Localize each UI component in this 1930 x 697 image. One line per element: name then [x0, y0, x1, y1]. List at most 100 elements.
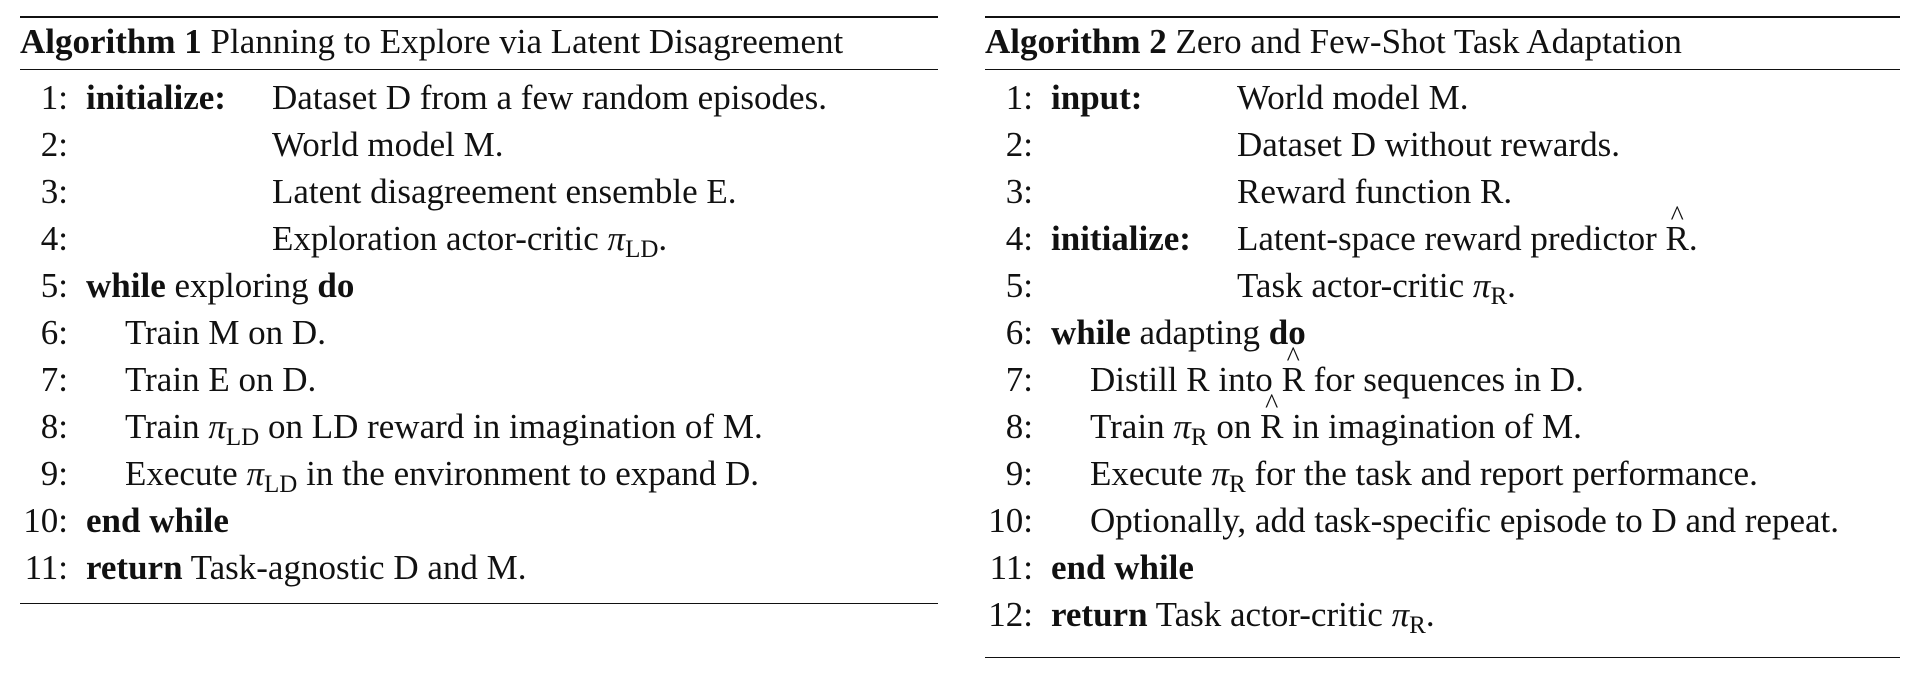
line-text: Train E on D.	[125, 360, 317, 399]
line-number: 5:	[40, 266, 68, 305]
algorithm-2-line: 9: Execute πR for the task and report pe…	[985, 452, 1900, 499]
text-segment: Latent-space reward predictor	[1237, 219, 1666, 258]
text-segment: on LD reward in imagination of M.	[259, 407, 763, 446]
line-number: 8:	[1005, 407, 1033, 446]
line-number: 9:	[1005, 454, 1033, 493]
line-text: World model M.	[1237, 78, 1469, 117]
algorithm-1-line: 5: while exploring do	[20, 264, 938, 311]
line-number: 6:	[1005, 313, 1033, 352]
line-text: Train πR on R in imagination of M.	[1090, 405, 1582, 453]
algorithm-1-block: Algorithm 1 Planning to Explore via Late…	[20, 16, 938, 604]
line-text: Reward function R.	[1237, 172, 1513, 211]
text-segment: for the task and report performance.	[1245, 454, 1758, 493]
line-number: 10:	[23, 501, 68, 540]
algorithm-2-title: Algorithm 2 Zero and Few-Shot Task Adapt…	[985, 18, 1900, 70]
line-text: Train M on D.	[125, 313, 326, 352]
text-segment: .	[1425, 595, 1435, 634]
algorithm-1-line: 6: Train M on D.	[20, 311, 938, 358]
algorithm-2-line: 12: return Task actor-critic πR.	[985, 593, 1900, 640]
text-segment: Task actor-critic	[1237, 266, 1473, 305]
text-segment: Execute	[1090, 454, 1212, 493]
keyword-initialize: initialize:	[86, 78, 226, 117]
text-segment: Train	[125, 407, 209, 446]
subscript: LD	[225, 424, 260, 451]
line-text: return Task actor-critic πR.	[1051, 593, 1435, 641]
line-number: 1:	[40, 78, 68, 117]
algorithm-2-block: Algorithm 2 Zero and Few-Shot Task Adapt…	[985, 16, 1900, 658]
line-number: 5:	[1005, 266, 1033, 305]
line-number: 1:	[1005, 78, 1033, 117]
text-segment: Distill R into	[1090, 360, 1282, 399]
line-number: 7:	[40, 360, 68, 399]
subscript: R	[1229, 471, 1246, 498]
algorithm-1-line: 3: Latent disagreement ensemble E.	[20, 170, 938, 217]
line-text: Train πLD on LD reward in imagination of…	[125, 405, 763, 453]
algorithm-2-line: 6: while adapting do	[985, 311, 1900, 358]
line-text: Execute πR for the task and report perfo…	[1090, 452, 1758, 500]
text-segment: on	[1207, 407, 1261, 446]
line-text: Task actor-critic πR.	[1237, 264, 1516, 312]
line-text: Latent disagreement ensemble E.	[272, 172, 737, 211]
pi-symbol: π	[1173, 407, 1191, 446]
text-segment: Exploration actor-critic	[272, 219, 608, 258]
pi-symbol: π	[1211, 454, 1230, 493]
algorithm-1-label: Algorithm 1	[20, 22, 202, 61]
text-segment: .	[1507, 266, 1516, 305]
subscript: R	[1490, 283, 1508, 310]
keyword-return: return	[86, 548, 183, 587]
line-number: 3:	[40, 172, 68, 211]
algorithm-2-line: 5: Task actor-critic πR.	[985, 264, 1900, 311]
algorithm-1-title-text: Planning to Explore via Latent Disagreem…	[210, 22, 844, 61]
text-segment: adapting	[1130, 313, 1269, 352]
subscript: R	[1409, 612, 1426, 639]
algorithm-1-lines: 1: initialize: Dataset D from a few rand…	[20, 70, 938, 593]
pi-symbol: π	[1472, 266, 1491, 305]
line-number: 8:	[40, 407, 68, 446]
line-text: while exploring do	[86, 264, 354, 308]
algorithm-2-line: 10: Optionally, add task-specific episod…	[985, 499, 1900, 546]
line-text: Latent-space reward predictor R.	[1237, 217, 1698, 261]
keyword-initialize: initialize:	[1051, 219, 1191, 258]
r-hat-symbol: R	[1260, 405, 1283, 449]
algorithm-1-title: Algorithm 1 Planning to Explore via Late…	[20, 18, 938, 70]
text-segment: Task-agnostic D and M.	[182, 548, 527, 587]
pi-symbol: π	[208, 407, 226, 446]
algorithm-2-line: 1: input: World model M.	[985, 76, 1900, 123]
pi-symbol: π	[246, 454, 265, 493]
keyword-return: return	[1051, 595, 1148, 634]
line-text: Dataset D without rewards.	[1237, 125, 1620, 164]
line-number: 9:	[40, 454, 68, 493]
line-number: 10:	[988, 501, 1033, 540]
algorithm-2-line: 7: Distill R into R for sequences in D.	[985, 358, 1900, 405]
keyword-while: while	[1051, 313, 1131, 352]
algorithm-2-lines: 1: input: World model M. 2: Dataset D wi…	[985, 70, 1900, 640]
algorithm-2-title-text: Zero and Few-Shot Task Adaptation	[1175, 22, 1682, 61]
pi-symbol: π	[1391, 595, 1410, 634]
subscript: R	[1190, 424, 1208, 451]
line-text: World model M.	[272, 125, 504, 164]
line-text: Distill R into R for sequences in D.	[1090, 358, 1584, 402]
line-number: 4:	[40, 219, 68, 258]
text-segment: Task actor-critic	[1147, 595, 1392, 634]
algorithm-1-line: 7: Train E on D.	[20, 358, 938, 405]
keyword-input: input:	[1051, 78, 1143, 117]
algorithm-2-line: 3: Reward function R.	[985, 170, 1900, 217]
algorithm-1-line: 1: initialize: Dataset D from a few rand…	[20, 76, 938, 123]
text-segment: exploring	[165, 266, 318, 305]
line-number: 2:	[1005, 125, 1033, 164]
line-text: Dataset D from a few random episodes.	[272, 78, 827, 117]
line-text: Execute πLD in the environment to expand…	[125, 452, 759, 500]
line-number: 2:	[40, 125, 68, 164]
line-text: return Task-agnostic D and M.	[86, 546, 527, 590]
text-segment: Execute	[125, 454, 247, 493]
algorithm-2-line: 4: initialize: Latent-space reward predi…	[985, 217, 1900, 264]
text-segment: in the environment to expand D.	[297, 454, 760, 493]
text-segment: .	[658, 219, 668, 258]
line-text: Exploration actor-critic πLD.	[272, 217, 667, 265]
algorithm-2-line: 8: Train πR on R in imagination of M.	[985, 405, 1900, 452]
algorithm-2-line: 2: Dataset D without rewards.	[985, 123, 1900, 170]
r-hat-symbol: R	[1666, 217, 1689, 261]
keyword-do: do	[317, 266, 355, 305]
keyword-while: while	[86, 266, 166, 305]
line-number: 7:	[1005, 360, 1033, 399]
